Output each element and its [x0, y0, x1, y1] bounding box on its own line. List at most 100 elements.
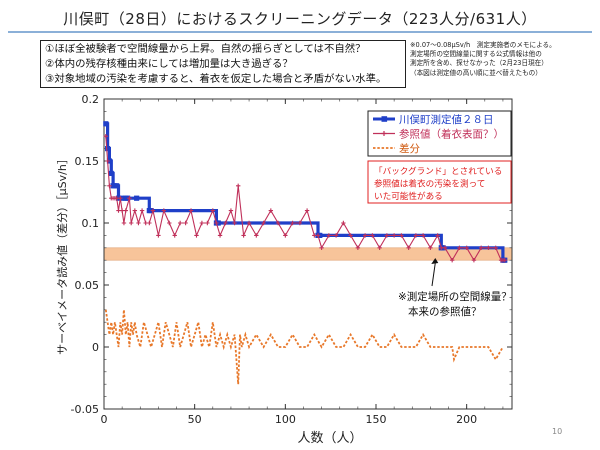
- series-reference-point: [377, 245, 382, 250]
- series-reference-point: [161, 208, 167, 213]
- series-reference-point: [129, 220, 134, 226]
- legend-label: 川俣町測定値２８日: [399, 113, 494, 126]
- series-measured-point: [103, 121, 109, 127]
- series-reference-point: [304, 208, 310, 213]
- y-tick-label: 0.1: [82, 217, 100, 230]
- y-tick-label: 0: [92, 341, 99, 354]
- memo-line-4: （本図は測定値の高い順に並べ替えたもの）: [410, 68, 542, 77]
- series-reference-point: [156, 233, 161, 238]
- annotation-arrow-head: [431, 258, 439, 264]
- series-reference-point: [188, 208, 194, 213]
- memo-line-1: ※0.07〜0.08μSv/h 測定実施者のメモによる。: [410, 41, 556, 49]
- series-measured-point: [108, 170, 114, 176]
- series-reference-point: [355, 245, 361, 250]
- series-reference-point: [428, 245, 433, 250]
- series-reference-point: [246, 220, 252, 226]
- notes-box: ①ほぼ全被験者で空間線量から上昇。自然の揺らぎとしては不自然？ ②体内の残存核種…: [40, 40, 406, 88]
- series-measured-point: [105, 146, 111, 152]
- series-reference-point: [199, 220, 205, 226]
- plot-frame: [103, 98, 513, 410]
- series-reference-point: [493, 245, 498, 250]
- series-reference-point: [391, 233, 397, 238]
- series-reference-point: [457, 245, 462, 250]
- x-tick-label: 50: [188, 413, 202, 426]
- series-reference-point: [210, 208, 215, 213]
- series-reference-point: [362, 233, 368, 238]
- series-reference-point: [283, 233, 288, 238]
- series-reference-point: [261, 220, 266, 226]
- series-reference-point: [118, 196, 123, 201]
- series-reference-point: [502, 258, 507, 263]
- series-measured-point: [114, 183, 120, 189]
- x-tick-label: 100: [275, 413, 296, 426]
- series-reference-point: [471, 258, 477, 263]
- series-reference-point: [290, 220, 295, 226]
- series-reference-point: [103, 134, 109, 139]
- annotation-text-line-2: 本来の参照値？: [408, 305, 482, 318]
- series-reference-point: [315, 233, 321, 238]
- series-reference-point: [232, 220, 237, 226]
- series-reference-point: [107, 183, 112, 188]
- series-reference-point: [223, 220, 228, 226]
- series-reference-point: [241, 233, 246, 238]
- series-reference-point: [123, 208, 128, 213]
- series-reference-point: [150, 208, 156, 213]
- y-tick-label: 0.2: [82, 93, 100, 106]
- x-axis-title: 人数（人）: [297, 431, 362, 446]
- series-reference-point: [486, 245, 491, 250]
- y-tick-label: 0.05: [75, 279, 100, 292]
- series-reference-point: [167, 220, 172, 226]
- series-reference-point: [348, 233, 353, 238]
- series-reference-point: [268, 208, 274, 213]
- series-reference-point: [183, 220, 188, 226]
- slide-title: 川俣町（28日）におけるスクリーニングデータ（223人分/631人）: [63, 10, 537, 28]
- series-difference-line: [104, 309, 504, 385]
- series-reference-point: [235, 183, 241, 188]
- series-reference-point: [384, 233, 390, 238]
- series-reference-point: [121, 220, 127, 226]
- y-axis-title: サーベイメータ読み値（差分）［μSv/h］: [55, 153, 69, 355]
- series-reference-point: [333, 233, 339, 238]
- series-reference-point: [147, 220, 152, 226]
- series-reference-point: [449, 258, 455, 263]
- annotation-red-text: 参照値は着衣の汚染を測って: [374, 178, 485, 190]
- series-reference-point: [214, 220, 219, 226]
- series-reference-point: [399, 233, 404, 238]
- measurement-memo: ※0.07〜0.08μSv/h 測定実施者のメモによる。 測定場所の空間線量に関…: [410, 41, 600, 78]
- series-reference-point: [341, 220, 346, 226]
- series-reference-point: [105, 158, 110, 164]
- series-reference-point: [297, 220, 303, 226]
- title-rule: [8, 31, 592, 33]
- note-2: ②体内の残存核種由来にしては増加量は大き過ぎる？: [45, 58, 293, 70]
- legend-label: 参照値（着衣表面？）: [399, 128, 504, 141]
- series-reference-line: [105, 136, 505, 262]
- note-1: ①ほぼ全被験者で空間線量から上昇。自然の揺らぎとしては不自然？: [45, 43, 366, 55]
- annotation-red-text: 「バックグランド」とされている: [374, 165, 502, 177]
- series-reference-point: [177, 220, 183, 226]
- page-number: 10: [552, 427, 563, 436]
- series-reference-point: [420, 233, 426, 238]
- series-reference-point: [136, 220, 141, 226]
- x-tick-label: 0: [101, 413, 108, 426]
- series-reference-point: [406, 245, 411, 250]
- series-reference-point: [370, 233, 375, 238]
- annotation-box: [367, 160, 512, 204]
- series-reference-point: [127, 196, 132, 201]
- series-reference-point: [217, 233, 223, 238]
- annotation-text-line-1: ※測定場所の空間線量？: [398, 290, 512, 303]
- legend-label: 差分: [399, 142, 420, 155]
- series-reference-point: [254, 233, 259, 238]
- series-reference-point: [435, 233, 440, 238]
- memo-line-2: 測定場所の空間線量に関する公式情報は他の: [410, 50, 542, 59]
- x-tick-label: 150: [366, 413, 387, 426]
- legend-marker-reference: [381, 131, 387, 136]
- series-reference-point: [413, 233, 419, 238]
- series-reference-point: [478, 245, 484, 250]
- legend-marker-measured: [381, 116, 388, 122]
- series-reference-point: [228, 208, 234, 213]
- note-3: ③対象地域の汚染を考慮すると、着衣を仮定した場合と矛盾がない水準。: [45, 73, 387, 85]
- series-reference-point: [205, 220, 210, 226]
- series-reference-point: [194, 233, 199, 238]
